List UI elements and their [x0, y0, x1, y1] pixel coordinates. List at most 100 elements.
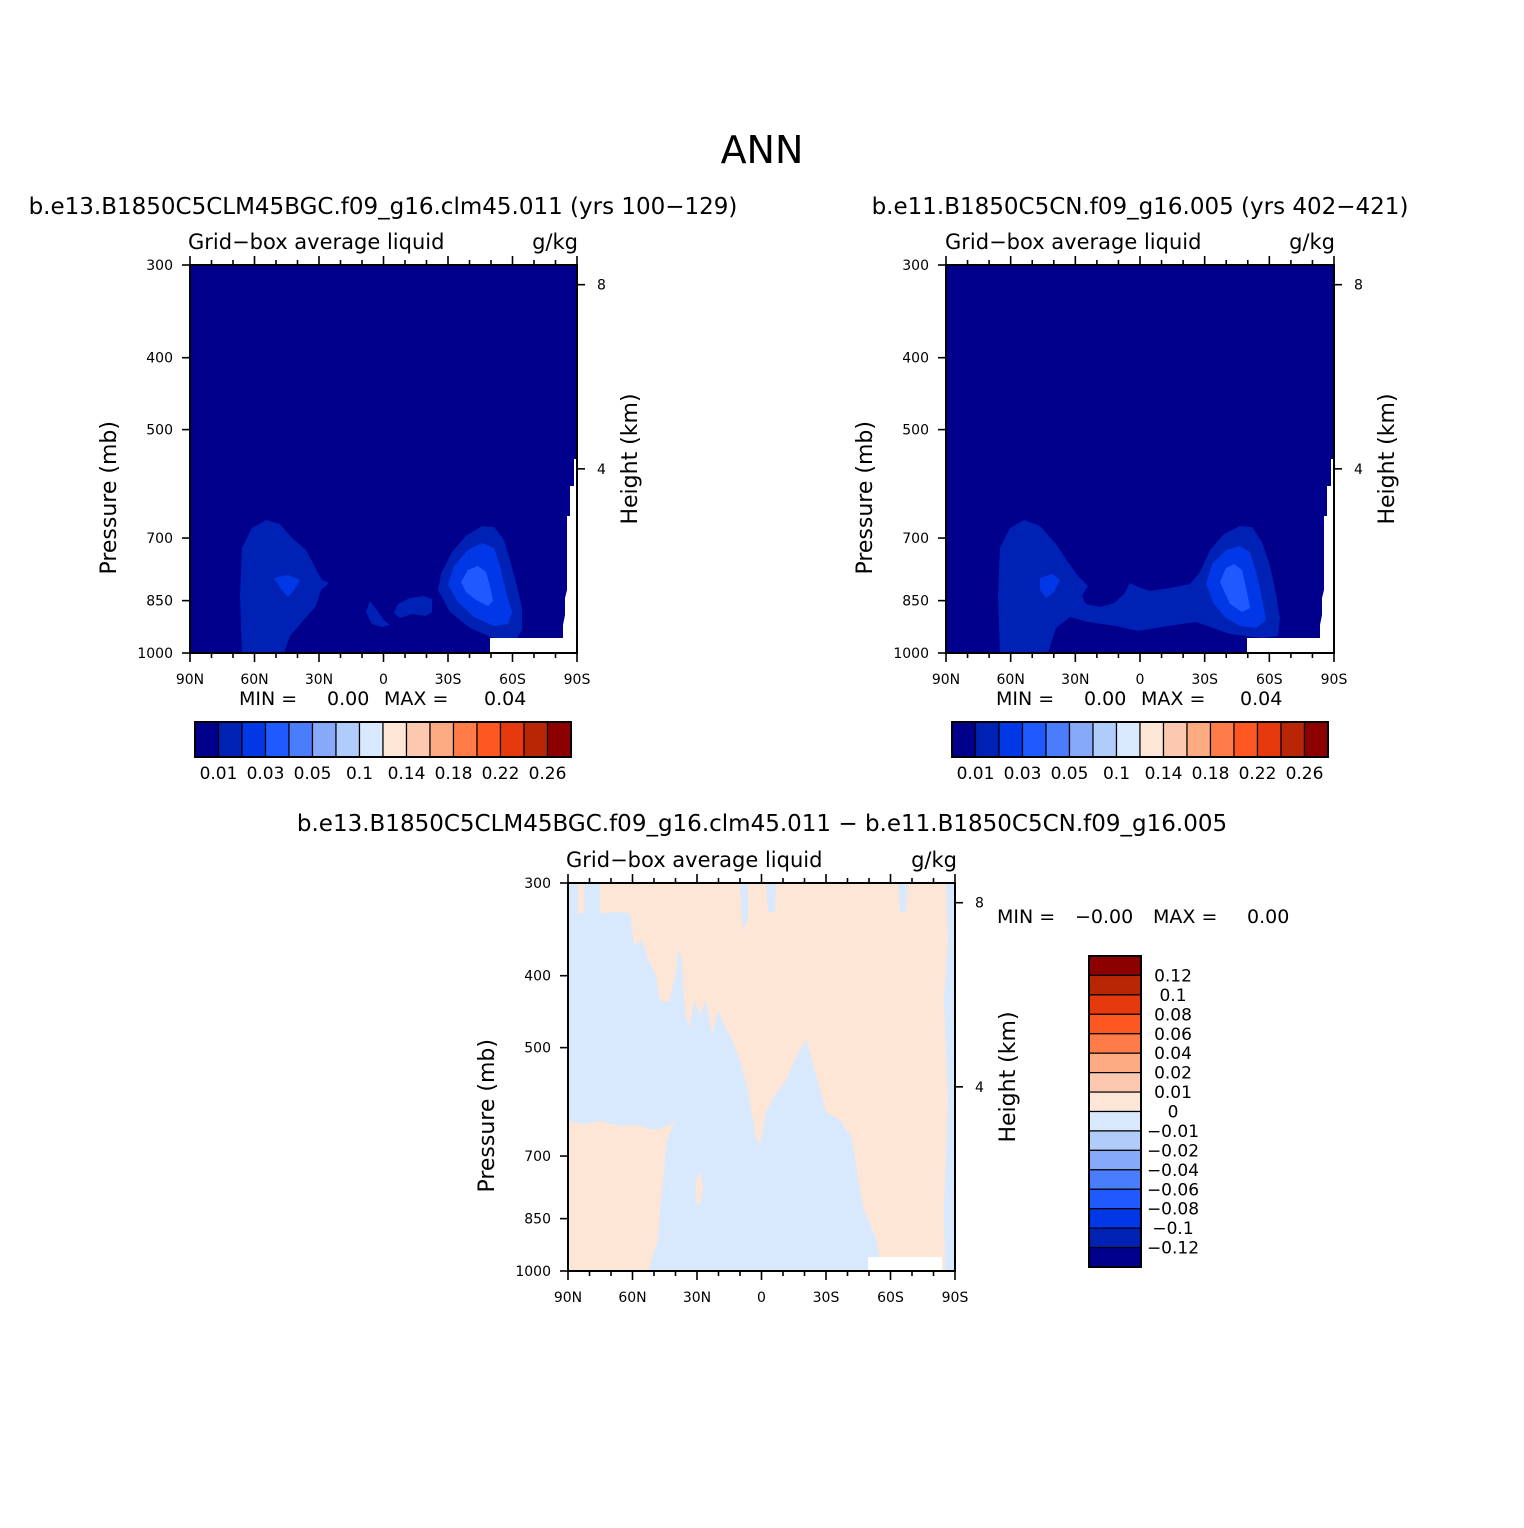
colorbar-label: −0.04: [1147, 1161, 1199, 1181]
colorbar-label: 0.08: [1154, 1005, 1192, 1025]
panel-a-contour-sh-high: [461, 566, 493, 606]
panel-c-ticks: 300 400 500 700 850 1000 Pressure (mb) 8 4 Height…: [475, 874, 1021, 1306]
pressure-tick-label: 850: [524, 1212, 551, 1228]
panel-a-contour-eq-low: [366, 601, 390, 627]
panel-c-variable-label: Grid−box average liquid: [566, 848, 822, 872]
colorbar-swatch: [1088, 1110, 1142, 1132]
colorbar-frame: [951, 721, 1329, 758]
latitude-tick-label: 90N: [176, 672, 204, 688]
panel-c-field: [568, 883, 955, 1271]
pressure-tick-label: 500: [524, 1041, 551, 1057]
panel-b-min-label: MIN =: [996, 688, 1054, 710]
colorbar-swatch: [1303, 721, 1329, 758]
panel-c-title: b.e13.B1850C5CLM45BGC.f09_g16.clm45.011 …: [297, 811, 1227, 837]
panel-a-contour-eq-low-2: [394, 596, 432, 618]
colorbar-label: 0.05: [294, 764, 332, 784]
colorbar-swatch: [288, 721, 314, 758]
colorbar-swatch: [1115, 721, 1141, 758]
panel-a-field: [190, 265, 577, 653]
latitude-tick-label: 90N: [554, 1290, 582, 1306]
pressure-tick-label: 400: [146, 351, 173, 367]
panel-c-contour-negative-top-2: [740, 883, 748, 930]
colorbar-swatch: [1088, 994, 1142, 1015]
panel-b-colorbar: 0.01 0.03 0.05 0.1 0.14 0.18 0.22 0.26: [951, 721, 1329, 784]
panel-a-contour-nh-mid: [274, 575, 300, 597]
colorbar-swatch: [264, 721, 290, 758]
colorbar-swatch: [499, 721, 525, 758]
colorbar-label: −0.02: [1147, 1141, 1199, 1161]
colorbar-swatch: [1088, 1169, 1142, 1190]
colorbar-label: 0.26: [1286, 764, 1324, 784]
colorbar-swatch: [1088, 1052, 1142, 1074]
height-axis-title: Height (km): [996, 1011, 1021, 1142]
colorbar-label: 0.14: [1145, 764, 1183, 784]
colorbar-swatch: [1068, 721, 1094, 758]
panel-a-units-label: g/kg: [532, 230, 578, 254]
latitude-tick-label: 30N: [683, 1290, 711, 1306]
colorbar-label: 0.18: [1192, 764, 1230, 784]
panel-c-min-value: −0.00: [1075, 906, 1133, 928]
figure-title: ANN: [721, 128, 804, 172]
colorbar-swatch: [1088, 1188, 1142, 1210]
latitude-tick-label: 90S: [564, 672, 591, 688]
pressure-tick-label: 1000: [893, 646, 929, 662]
latitude-tick-label: 30N: [1061, 672, 1089, 688]
colorbar-label: −0.01: [1147, 1122, 1199, 1142]
colorbar-swatch: [1256, 721, 1282, 758]
panel-b-min-value: 0.00: [1084, 688, 1126, 710]
colorbar-label: −0.12: [1147, 1239, 1199, 1259]
panel-c-max-value: 0.00: [1247, 906, 1289, 928]
colorbar-label: 0.1: [346, 764, 373, 784]
panel-b-contour-nh-mid: [1040, 574, 1060, 598]
pressure-tick-label: 1000: [515, 1264, 551, 1280]
pressure-axis-title: Pressure (mb): [853, 421, 878, 575]
colorbar-label: 0.12: [1154, 966, 1192, 986]
colorbar-label: 0.01: [200, 764, 238, 784]
colorbar-swatch: [358, 721, 384, 758]
colorbar-swatch: [382, 721, 408, 758]
panel-c-contour-negative-nh: [568, 883, 886, 1271]
panel-b-contour-low: [998, 520, 1280, 653]
latitude-tick-label: 90S: [1321, 672, 1348, 688]
panel-b: b.e11.B1850C5CN.f09_g16.005 (yrs 402−421…: [853, 194, 1408, 784]
panel-c-missing-region: [868, 1257, 942, 1271]
colorbar-swatch: [1088, 1227, 1142, 1249]
height-axis-title: Height (km): [1375, 393, 1400, 524]
pressure-axis-title: Pressure (mb): [97, 421, 122, 575]
colorbar-swatch: [1088, 1013, 1142, 1035]
panel-a-max-value: 0.04: [484, 688, 526, 710]
colorbar-label: 0.14: [388, 764, 426, 784]
height-tick-label: 8: [597, 278, 606, 294]
colorbar-swatch: [405, 721, 431, 758]
panel-c-colorbar: 0.120.10.080.060.040.020.010−0.01−0.02−0…: [1088, 955, 1199, 1268]
latitude-tick-label: 60N: [997, 672, 1025, 688]
pressure-tick-label: 500: [146, 423, 173, 439]
latitude-tick-label: 60N: [240, 672, 268, 688]
colorbar-label: 0.1: [1103, 764, 1130, 784]
colorbar-swatch: [951, 721, 977, 758]
colorbar-swatch: [1092, 721, 1118, 758]
colorbar-swatch: [1088, 1246, 1142, 1268]
colorbar-label: 0.22: [482, 764, 520, 784]
colorbar-swatch: [1021, 721, 1047, 758]
colorbar-label: 0.26: [529, 764, 567, 784]
colorbar-swatch: [194, 721, 220, 758]
colorbar-swatch: [311, 721, 337, 758]
colorbar-label: 0.1: [1159, 986, 1186, 1006]
panel-c-units-label: g/kg: [911, 848, 957, 872]
colorbar-swatch: [452, 721, 478, 758]
pressure-tick-label: 400: [902, 351, 929, 367]
panel-b-variable-label: Grid−box average liquid: [945, 230, 1201, 254]
panel-a-min-label: MIN =: [239, 688, 297, 710]
panel-b-missing-region: [1247, 459, 1334, 653]
colorbar-swatch: [1088, 1033, 1142, 1054]
colorbar-label: 0.01: [1154, 1083, 1192, 1103]
panel-a-min-value: 0.00: [327, 688, 369, 710]
pressure-tick-label: 300: [902, 258, 929, 274]
colorbar-swatch: [1088, 1130, 1142, 1151]
latitude-tick-label: 30S: [435, 672, 462, 688]
pressure-tick-label: 700: [146, 531, 173, 547]
colorbar-swatch: [476, 721, 502, 758]
pressure-tick-label: 300: [146, 258, 173, 274]
